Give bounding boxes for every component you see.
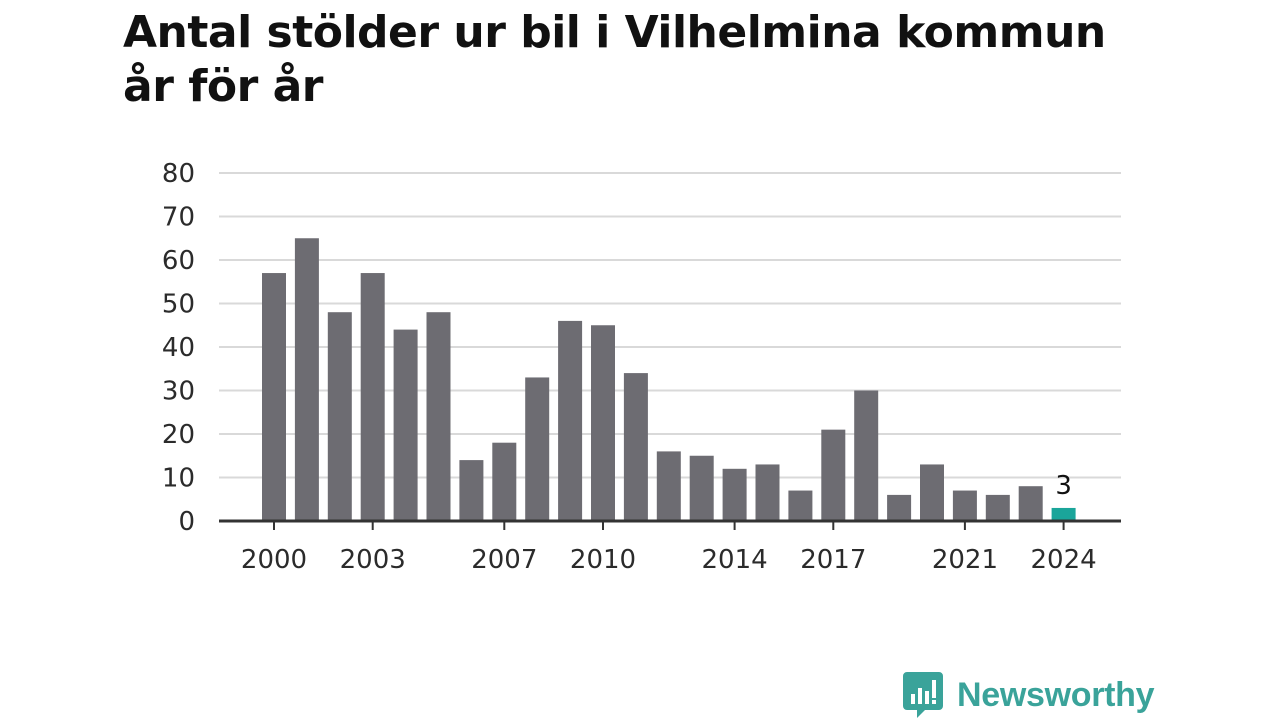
bar-2010 [591,325,615,521]
x-tick-label-2010: 2010 [570,545,636,575]
chart-title: Antal stölder ur bil i Vilhelmina kommun… [123,7,1106,112]
x-tick-label-2000: 2000 [241,545,307,575]
y-tick-label-30: 30 [162,377,195,407]
bar-2016 [788,490,813,521]
bar-2005 [426,312,451,521]
bar-2014 [722,468,747,521]
newsworthy-logo-icon [903,672,943,718]
bar-2012 [656,451,681,521]
bar-2002 [327,312,352,521]
bar-2001 [294,238,319,521]
x-tick-label-2007: 2007 [471,545,537,575]
bar-2022 [985,494,1010,521]
bar-2008 [525,377,550,521]
x-tick-label-2024: 2024 [1031,545,1097,575]
y-tick-label-60: 60 [162,246,195,276]
y-tick-label-80: 80 [162,159,195,189]
y-tick-label-70: 70 [162,203,195,233]
x-axis-ticks: 2000 2003 2007 2010 2014 2017 2021 2024 [241,521,1097,575]
bar-2021 [952,490,977,521]
x-tick-label-2014: 2014 [702,545,768,575]
bar-2018 [854,390,879,521]
y-axis-tick-labels: 0 10 20 30 40 50 60 70 80 [162,159,195,537]
bar-2006 [459,460,484,521]
y-tick-label-0: 0 [178,507,195,537]
bar-2013 [689,455,714,521]
bar-2011 [623,373,648,521]
x-tick-label-2003: 2003 [340,545,406,575]
bar-2020 [920,464,944,521]
bar-2017 [821,429,846,521]
brand-name: Newsworthy [957,675,1155,714]
y-tick-label-20: 20 [162,420,195,450]
x-tick-label-2021: 2021 [932,545,998,575]
bar-2024 [1051,507,1076,521]
bars [262,238,1076,521]
newsworthy-brand: Newsworthy [903,670,1155,720]
bar-2023 [1018,486,1043,521]
bar-2015 [755,464,780,521]
data-labels: 3 [1055,471,1072,501]
y-tick-label-10: 10 [162,464,195,494]
bar-2003 [360,273,385,521]
bar-2007 [492,442,517,521]
gridlines [219,172,1121,479]
data-label-2024: 3 [1055,471,1072,501]
bar-2009 [558,320,583,521]
bar-2019 [887,494,912,521]
bar-2000 [262,273,286,521]
bar-2004 [393,329,418,521]
y-tick-label-40: 40 [162,333,195,363]
y-tick-label-50: 50 [162,290,195,320]
x-tick-label-2017: 2017 [800,545,866,575]
